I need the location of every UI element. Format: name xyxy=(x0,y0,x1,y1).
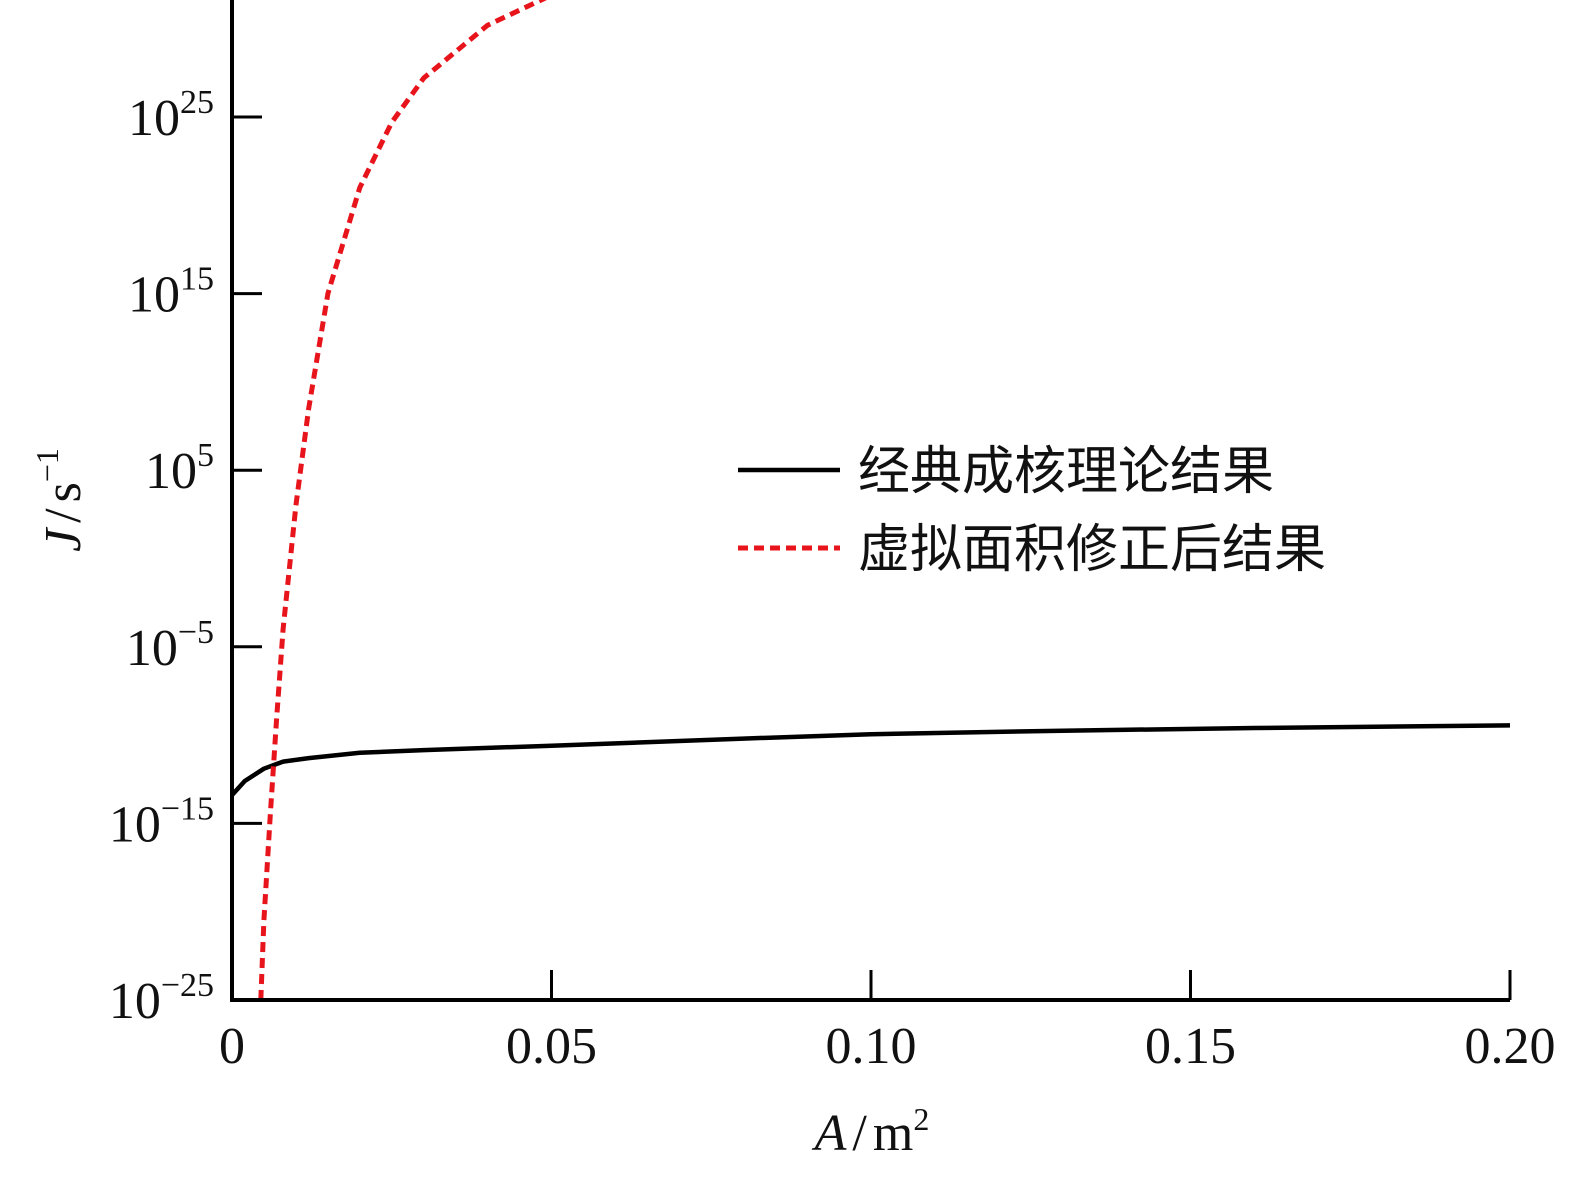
x-tick-label: 0.15 xyxy=(1145,1018,1236,1075)
y-tick-label: 105 xyxy=(145,437,214,500)
legend-label-corrected: 虚拟面积修正后结果 xyxy=(858,520,1326,580)
y-tick-label: 1015 xyxy=(128,261,214,324)
y-tick-label: 10−15 xyxy=(109,790,214,853)
x-axis-title: A / m2 xyxy=(812,1101,930,1162)
legend: 经典成核理论结果 虚拟面积修正后结果 xyxy=(738,442,1326,580)
legend-label-classical: 经典成核理论结果 xyxy=(858,442,1274,502)
x-tick-label: 0.05 xyxy=(506,1018,597,1075)
x-axis-sep: / xyxy=(852,1105,867,1162)
y-tick-label: 10−25 xyxy=(109,967,214,1030)
x-axis-unit-sup: 2 xyxy=(913,1101,929,1137)
x-tick-label: 0 xyxy=(219,1018,245,1075)
y-axis-unit: s xyxy=(35,482,92,502)
y-tick-label: 10−5 xyxy=(126,614,214,677)
series-line-0 xyxy=(232,723,1510,797)
x-tick-label: 0.20 xyxy=(1465,1018,1556,1075)
plot-lines xyxy=(232,0,1510,1000)
y-axis-sep: / xyxy=(35,508,92,523)
y-axis-title: J / s−1 xyxy=(29,448,92,552)
y-axis-var: J xyxy=(35,526,92,552)
y-tick-label: 1025 xyxy=(128,84,214,147)
x-axis-unit: m xyxy=(873,1105,913,1162)
y-axis-unit-sup: −1 xyxy=(29,448,65,482)
ticks: 0 0.05 0.10 0.15 0.20 1025 1015 105 10−5 10−15 10−… xyxy=(109,84,1556,1075)
x-tick-label: 0.10 xyxy=(826,1018,917,1075)
series-line-1 xyxy=(258,0,547,1000)
x-axis-var: A xyxy=(812,1105,847,1162)
